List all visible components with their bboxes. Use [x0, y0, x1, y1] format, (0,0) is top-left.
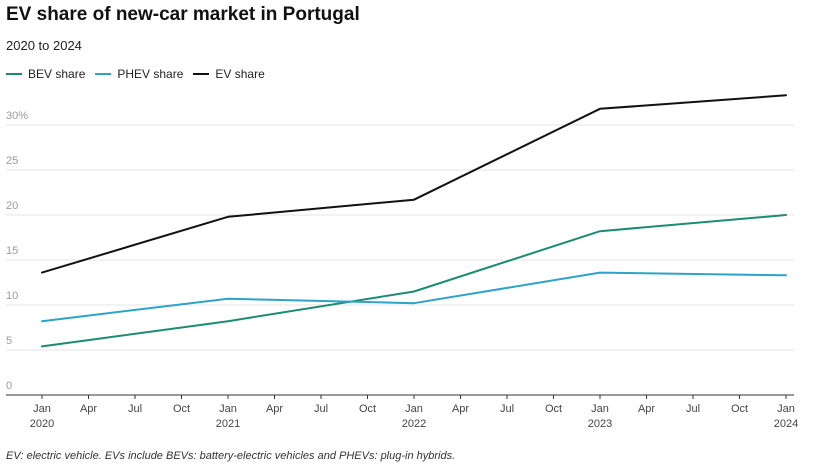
series-line-bev-share — [41, 214, 787, 348]
x-tick-year-label: 2021 — [216, 418, 240, 430]
x-tick-label: Jan — [219, 403, 237, 415]
x-tick-label: Oct — [359, 403, 376, 415]
legend-item-phev: PHEV share — [95, 67, 183, 81]
legend-item-bev: BEV share — [6, 67, 85, 81]
x-tick-label: Jan — [591, 403, 609, 415]
chart-subtitle: 2020 to 2024 — [6, 38, 82, 53]
x-tick-label: Jul — [128, 403, 142, 415]
x-tick-year-label: 2022 — [402, 418, 426, 430]
y-tick-label: 20 — [6, 200, 18, 212]
x-tick-label: Oct — [173, 403, 190, 415]
chart-title: EV share of new-car market in Portugal — [6, 4, 360, 25]
x-tick-label: Apr — [80, 403, 97, 415]
footnote: EV: electric vehicle. EVs include BEVs: … — [6, 450, 456, 462]
x-tick-label: Jul — [686, 403, 700, 415]
x-tick-label: Jan — [405, 403, 423, 415]
legend-swatch-bev — [6, 73, 22, 75]
x-tick-label: Jul — [314, 403, 328, 415]
legend-label-bev: BEV share — [28, 67, 86, 81]
y-tick-label: 30% — [6, 110, 28, 122]
y-tick-label: 25 — [6, 155, 18, 167]
x-tick-label: Jan — [777, 403, 795, 415]
legend-label-phev: PHEV share — [117, 67, 184, 81]
legend: BEV share PHEV share EV share — [6, 67, 265, 81]
y-tick-label: 0 — [6, 380, 12, 392]
x-tick-label: Oct — [731, 403, 748, 415]
y-tick-label: 15 — [6, 245, 18, 257]
x-tick-label: Jan — [33, 403, 51, 415]
series-line-ev-share — [41, 94, 787, 274]
x-tick-label: Apr — [638, 403, 655, 415]
x-tick-year-label: 2023 — [588, 418, 612, 430]
y-tick-label: 5 — [6, 335, 12, 347]
legend-label-ev: EV share — [215, 67, 265, 81]
x-tick-label: Apr — [266, 403, 283, 415]
x-tick-label: Jul — [500, 403, 514, 415]
x-tick-year-label: 2020 — [30, 418, 54, 430]
x-tick-label: Oct — [545, 403, 562, 415]
x-tick-year-label: 2024 — [774, 418, 798, 430]
legend-swatch-phev — [95, 73, 112, 75]
y-tick-label: 10 — [6, 290, 18, 302]
legend-item-ev: EV share — [193, 67, 265, 81]
legend-swatch-ev — [193, 73, 210, 75]
series-line-phev-share — [41, 271, 787, 323]
x-tick-label: Apr — [452, 403, 469, 415]
